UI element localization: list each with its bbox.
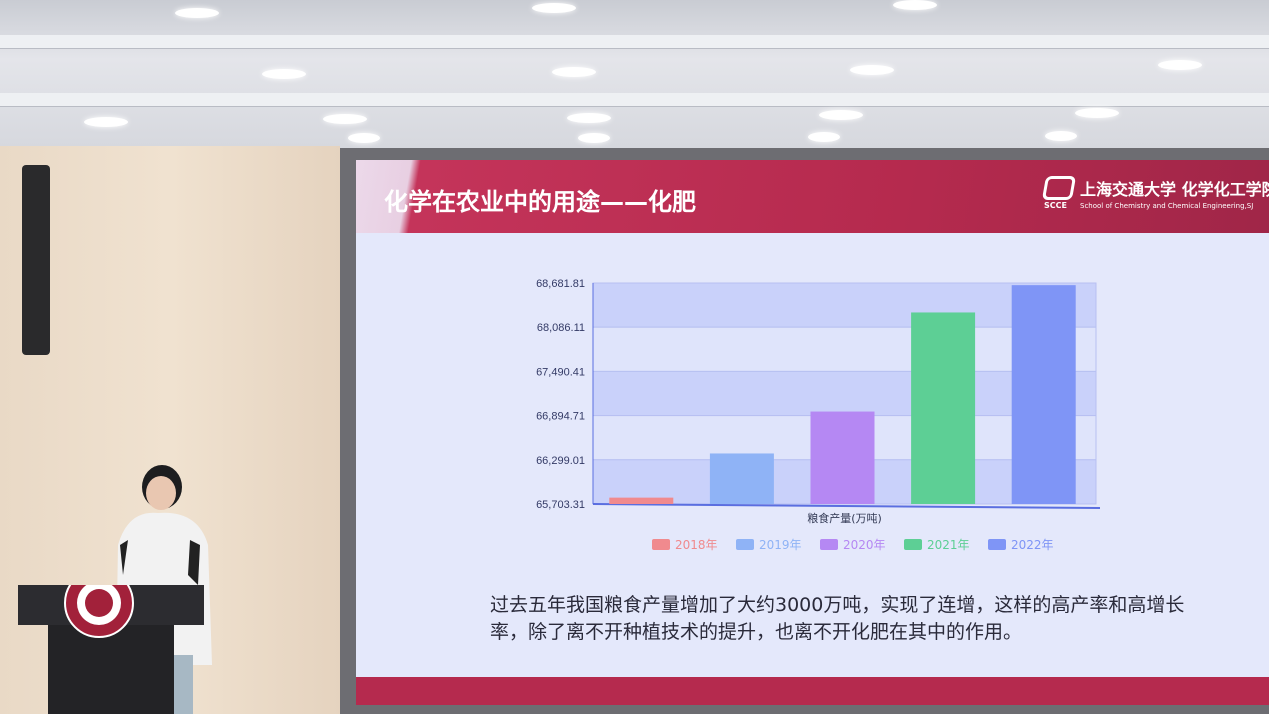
podium — [18, 585, 204, 714]
slide: 化学在农业中的用途——化肥 SCCE 上海交通大学 化学化工学院 School … — [356, 160, 1269, 705]
logo-abbr: SCCE — [1044, 201, 1067, 210]
logo-cn: 上海交通大学 化学化工学院 — [1080, 180, 1269, 199]
legend-swatch — [820, 539, 838, 550]
x-axis — [592, 503, 1101, 509]
y-tick-label: 66,894.71 — [536, 411, 585, 423]
legend-label: 2019年 — [759, 538, 802, 552]
ceiling — [0, 0, 1269, 148]
bar-2022年 — [1011, 285, 1076, 504]
bar-2021年 — [911, 312, 976, 504]
y-tick-label: 68,681.81 — [536, 278, 585, 290]
slide-footer — [356, 677, 1269, 705]
slide-header: 化学在农业中的用途——化肥 SCCE 上海交通大学 化学化工学院 School … — [356, 160, 1269, 233]
y-tick-label: 66,299.01 — [536, 455, 585, 467]
legend-label: 2020年 — [843, 538, 886, 552]
legend-swatch — [988, 539, 1006, 550]
legend-label: 2018年 — [675, 538, 718, 552]
y-tick-label: 68,086.11 — [537, 322, 585, 334]
logo-en: School of Chemistry and Chemical Enginee… — [1080, 202, 1254, 210]
y-tick-label: 67,490.41 — [536, 366, 585, 378]
slide-title: 化学在农业中的用途——化肥 — [384, 188, 696, 216]
bar-2018年 — [609, 497, 674, 504]
legend-swatch — [652, 539, 670, 550]
y-tick-label: 65,703.31 — [536, 499, 585, 511]
legend-swatch — [736, 539, 754, 550]
bar-chart: 65,703.31 66,299.01 66,894.71 67,490.41 68,0… — [536, 278, 1101, 552]
legend-label: 2021年 — [927, 538, 970, 552]
bar-2019年 — [709, 453, 774, 504]
slide-caption: 过去五年我国粮食产量增加了大约3000万吨，实现了连增，这样的高产率和高增长率，… — [490, 594, 1185, 643]
legend-swatch — [904, 539, 922, 550]
bar-2020年 — [810, 411, 875, 504]
legend-label: 2022年 — [1011, 538, 1054, 552]
wall-speaker — [22, 165, 50, 355]
x-axis-label: 粮食产量(万吨) — [807, 511, 882, 525]
